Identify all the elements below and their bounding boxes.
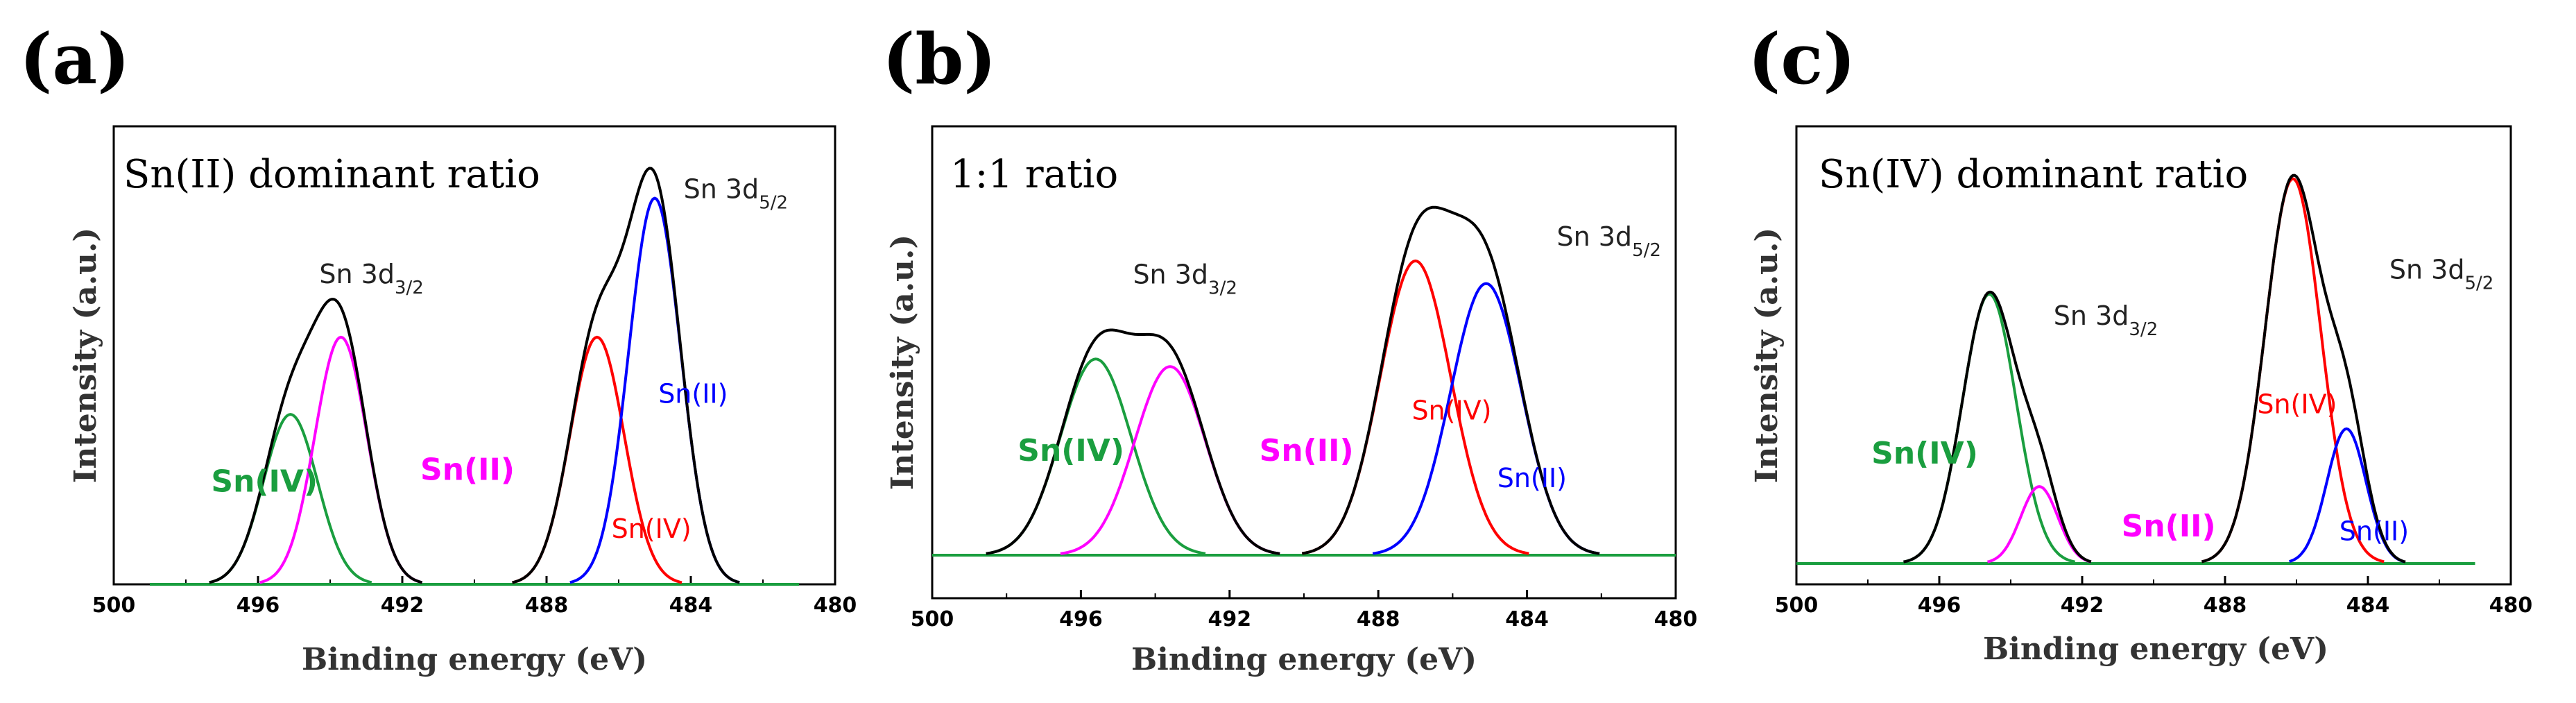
panel-a: (a) Sn(II) dominant ratio 500 496 492 488 48… [19, 18, 857, 677]
x-tick-label: 480 [1654, 607, 1698, 632]
x-ticks: 500 496 492 488 484 480 [911, 590, 1698, 632]
peak-label: Sn(IV) [1017, 433, 1124, 468]
region-annotation: Sn 3d3/2 [1133, 260, 1237, 299]
x-tick-label: 500 [92, 593, 136, 618]
chart-title: Sn(II) dominant ratio [123, 152, 540, 197]
peak-label: Sn(II) [1260, 433, 1354, 468]
x-tick-label: 492 [381, 593, 424, 618]
x-tick-label: 492 [1208, 607, 1251, 632]
peak-label: Sn(IV) [1871, 436, 1978, 471]
x-tick-label: 480 [2489, 593, 2533, 618]
region-annotation: Sn 3d5/2 [2389, 255, 2493, 294]
y-axis-label: Intensity (a.u.) [68, 228, 103, 483]
y-axis-label: Intensity (a.u.) [885, 235, 920, 490]
plot-frame [931, 125, 1677, 600]
curves [932, 205, 1676, 557]
labels: Sn(IV) Sn(II) Sn(IV) Sn(II) Sn 3d3/2 Sn 3d5/2 [211, 173, 788, 544]
x-tick-label: 488 [2204, 593, 2247, 618]
envelope-3d52-curve [2201, 173, 2406, 564]
envelope-3d52-curve [1302, 205, 1600, 555]
x-tick-label: 488 [525, 593, 569, 618]
labels: Sn(IV) Sn(II) Sn(IV) Sn(II) Sn 3d3/2 Sn 3d5/2 [1871, 255, 2493, 547]
x-tick-label: 488 [1357, 607, 1400, 632]
y-axis-label: Intensity (a.u.) [1749, 228, 1785, 483]
panel-label: (a) [19, 18, 130, 100]
x-ticks: 500 496 492 488 484 480 [1775, 576, 2533, 618]
x-axis-label: Binding energy (eV) [1983, 632, 2328, 667]
peak-label: Sn(II) [658, 378, 728, 409]
x-tick-label: 484 [1505, 607, 1549, 632]
x-tick-label: 484 [669, 593, 713, 618]
peak-label: Sn(IV) [211, 464, 318, 499]
peak-sniv-curve [1903, 292, 2076, 564]
peak-label: Sn(IV) [1411, 395, 1491, 425]
curves [150, 167, 799, 586]
peak-label: Sn(IV) [2257, 389, 2337, 420]
x-axis-label: Binding energy (eV) [302, 642, 647, 677]
region-annotation: Sn 3d5/2 [1556, 221, 1660, 261]
envelope-3d52-curve [512, 167, 740, 584]
envelope-3d32-curve [1903, 290, 2092, 564]
panel-label: (c) [1748, 18, 1856, 100]
panel-label: (b) [882, 18, 997, 100]
x-tick-label: 496 [1059, 607, 1103, 632]
peak-label: Sn(II) [2339, 516, 2409, 547]
envelope-3d32-curve [209, 298, 423, 584]
x-ticks: 500 496 492 488 484 480 [92, 576, 857, 618]
x-axis-label: Binding energy (eV) [1131, 642, 1477, 677]
x-tick-label: 500 [911, 607, 954, 632]
x-tick-label: 496 [237, 593, 280, 618]
x-tick-label: 496 [1918, 593, 1961, 618]
region-annotation: Sn 3d5/2 [684, 173, 788, 213]
x-tick-label: 480 [814, 593, 857, 618]
peak-sniv-curve [2201, 177, 2385, 564]
x-tick-label: 500 [1775, 593, 1819, 618]
peak-sniv-curve [512, 335, 682, 584]
peak-label: Sn(IV) [612, 514, 692, 544]
region-annotation: Sn 3d3/2 [2054, 300, 2158, 340]
panel-b: (b) 1:1 ratio 500 496 492 488 484 480 Binding… [882, 18, 1697, 677]
region-annotation: Sn 3d3/2 [319, 259, 423, 298]
peak-label: Sn(II) [1497, 463, 1567, 493]
chart-title: Sn(IV) dominant ratio [1819, 152, 2248, 197]
labels: Sn(IV) Sn(II) Sn(IV) Sn(II) Sn 3d3/2 Sn 3d5/2 [1017, 221, 1661, 493]
x-tick-label: 492 [2061, 593, 2104, 618]
envelope-3d32-curve [986, 328, 1280, 555]
peak-label: Sn(II) [420, 452, 515, 488]
curves [1796, 173, 2475, 565]
peak-snii-curve [259, 335, 423, 584]
x-tick-label: 484 [2346, 593, 2390, 618]
peak-label: Sn(II) [2122, 509, 2216, 544]
panel-c: (c) Sn(IV) dominant ratio 500 496 492 488 48… [1748, 18, 2532, 667]
chart-title: 1:1 ratio [950, 152, 1118, 197]
